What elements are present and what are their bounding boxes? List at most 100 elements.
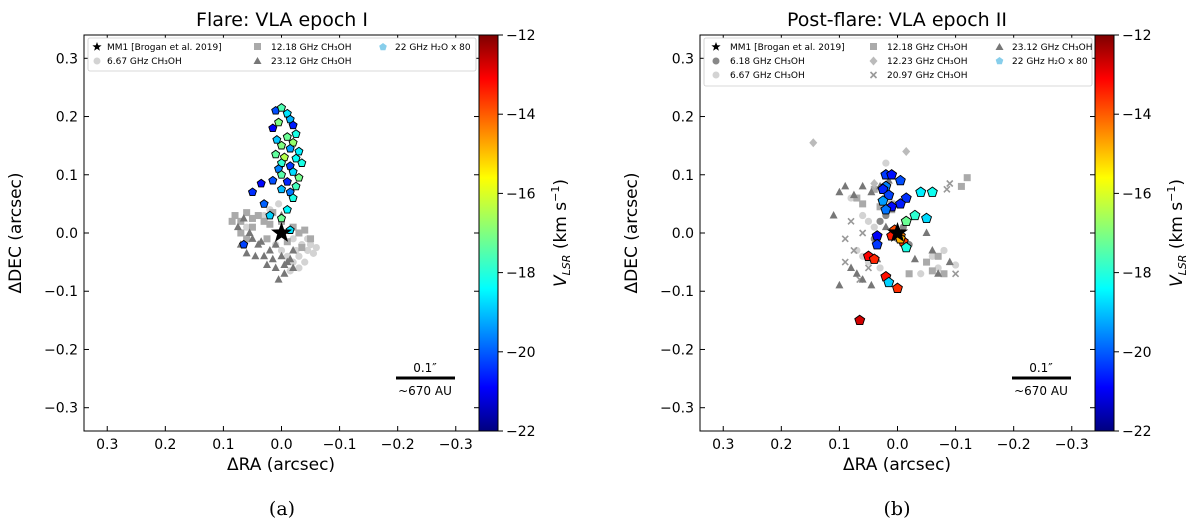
legend-triangle-icon [253, 57, 262, 64]
y-tick-label: −0.2 [44, 342, 78, 358]
y-tick-label: −0.1 [660, 284, 694, 300]
panel-a-colorbar [478, 34, 499, 432]
data-point [940, 246, 948, 255]
y-tick-label: 0.3 [672, 51, 694, 67]
data-point [880, 203, 892, 215]
legend-diamond-icon [869, 56, 878, 66]
data-point [921, 212, 933, 224]
data-point [291, 129, 301, 138]
panel-b-legend-label-4: 12.23 GHz CH₃OH [887, 57, 967, 67]
data-point [289, 263, 298, 271]
y-tick-label: −0.2 [660, 342, 694, 358]
data-point [274, 117, 284, 127]
data-point [915, 186, 927, 197]
data-point [265, 245, 274, 254]
panel-b-legend-label-0: MM1 [Brogan et al. 2019] [730, 43, 845, 53]
x-tick-label: 0.0 [270, 437, 292, 453]
colorbar-tick-label: −18 [506, 266, 536, 282]
legend-circle-icon [712, 57, 720, 65]
data-point [291, 181, 301, 191]
data-point [909, 209, 921, 221]
data-point [835, 280, 844, 289]
data-point [900, 215, 912, 227]
y-tick-label: 0.0 [672, 226, 694, 242]
data-point [871, 230, 883, 241]
panel-b-colorbar [1094, 34, 1115, 432]
legend-x-icon [869, 71, 878, 79]
data-point [309, 249, 318, 257]
x-tick-label: −0.3 [439, 437, 473, 453]
data-point [291, 153, 301, 163]
data-point [877, 183, 889, 194]
data-point [269, 209, 277, 217]
data-point [288, 193, 298, 202]
data-point [260, 251, 269, 260]
data-point [288, 167, 298, 176]
panel-b-legend: MM1 [Brogan et al. 2019] 6.18 GHz CH₃OH … [703, 37, 1093, 87]
data-point [268, 175, 278, 185]
panel-a-ylabel: ΔDEC (arcsec) [6, 172, 26, 293]
data-point [298, 244, 306, 252]
data-point [963, 174, 971, 182]
data-point [928, 245, 937, 254]
panel-a-title: Flare: VLA epoch I [196, 9, 368, 31]
x-tick-label: −0.2 [381, 437, 415, 453]
data-point [282, 204, 292, 214]
data-point [864, 264, 873, 272]
data-point [886, 169, 898, 180]
data-point [902, 146, 911, 156]
data-point [289, 235, 297, 243]
data-point [882, 159, 890, 167]
data-point [280, 260, 289, 269]
data-point [900, 241, 912, 253]
x-tick-label: −0.1 [323, 437, 357, 453]
data-point [883, 189, 895, 200]
y-tick-label: 0.1 [672, 168, 694, 184]
data-point [237, 229, 245, 237]
data-point [940, 270, 948, 278]
data-point [926, 186, 938, 197]
panel-b-legend-box [703, 37, 1093, 87]
colorbar-tick-label: −16 [1122, 186, 1152, 202]
panel-b-legend-label-3: 12.18 GHz CH₃OH [887, 43, 967, 53]
data-point [850, 246, 858, 255]
data-point [239, 213, 248, 222]
data-point [243, 223, 251, 231]
data-point [271, 263, 280, 271]
x-tick-label: 0.3 [96, 437, 118, 453]
data-point [883, 276, 895, 288]
data-point [841, 181, 850, 190]
y-tick-label: −0.1 [44, 284, 78, 300]
legend-pentagon-icon [995, 57, 1004, 65]
data-point [276, 213, 287, 223]
data-point [922, 228, 931, 236]
data-point [248, 214, 256, 222]
panel-a-legend-label-4: 22 GHz H₂O x 80 [395, 43, 471, 53]
data-point [295, 264, 303, 272]
data-point [900, 192, 912, 203]
data-point [951, 261, 960, 269]
panel-a-scalebar-top: 0.1″ [413, 361, 437, 375]
x-tick-label: −0.3 [1055, 437, 1089, 453]
panel-a-xlabel: ΔRA (arcsec) [227, 455, 335, 475]
y-tick-label: −0.3 [660, 401, 694, 417]
legend-triangle-icon [995, 43, 1004, 50]
data-point [852, 269, 861, 277]
data-point [248, 223, 256, 231]
data-point [265, 210, 275, 220]
data-point [274, 275, 283, 283]
data-point [276, 140, 287, 150]
colorbar-tick-label: −20 [1122, 345, 1152, 361]
data-point [254, 212, 262, 220]
data-point [289, 245, 298, 254]
data-point [858, 181, 867, 190]
data-point [307, 235, 315, 243]
data-point [867, 280, 876, 289]
legend-circle-icon [93, 57, 101, 65]
colorbar-tick-label: −22 [506, 424, 536, 440]
y-tick-label: −0.3 [44, 401, 78, 417]
y-tick-label: 0.1 [56, 168, 78, 184]
data-point [809, 138, 818, 148]
panel-a-scalebar-bottom: ~670 AU [398, 384, 452, 398]
panel-b-colorbar-ticks: −12 −14 −16 −18 −20 −22 [1114, 28, 1152, 440]
